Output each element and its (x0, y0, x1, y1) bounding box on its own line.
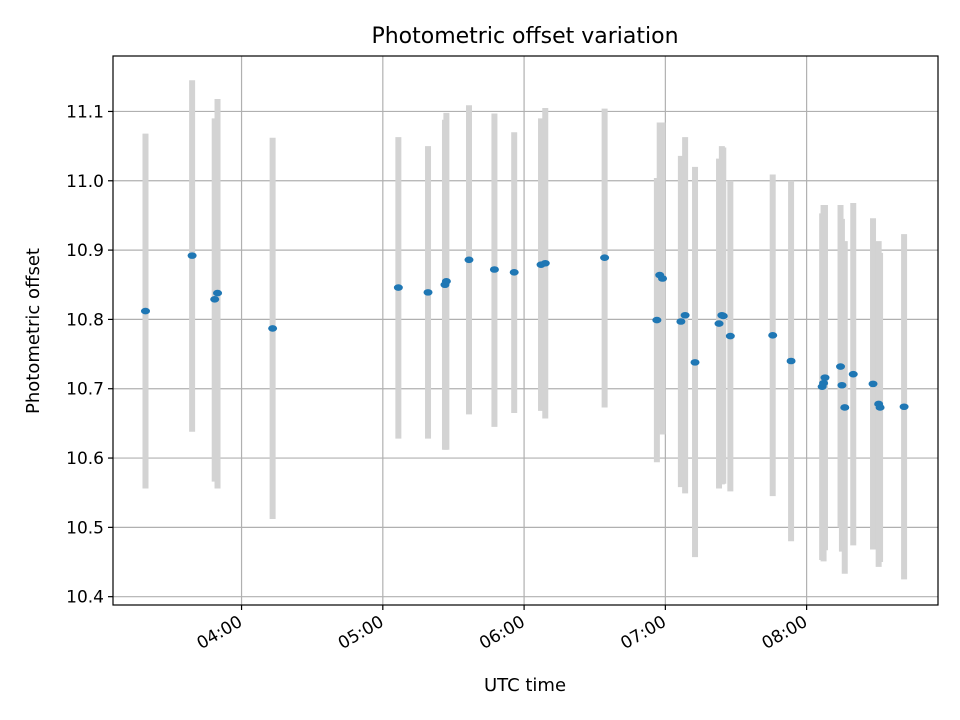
grid-lines (113, 56, 938, 605)
data-point (600, 254, 610, 262)
data-point (848, 370, 858, 378)
data-point (676, 318, 686, 325)
y-tick-label: 11.0 (66, 172, 104, 192)
data-point (725, 332, 735, 340)
data-point (840, 404, 850, 411)
data-point (652, 316, 662, 324)
data-point (714, 320, 724, 327)
data-point (837, 381, 847, 389)
data-point (820, 374, 830, 381)
y-tick-label: 10.7 (66, 380, 104, 400)
y-axis-label: Photometric offset (23, 248, 44, 414)
y-axis-ticks: 10.4 10.5 10.6 10.7 10.8 10.9 11.0 11.1 (66, 102, 113, 608)
y-tick-label: 10.4 (66, 588, 104, 608)
y-tick-label: 10.6 (66, 449, 104, 469)
data-point (868, 380, 878, 388)
data-point (540, 259, 550, 267)
data-point (464, 256, 474, 264)
data-point (899, 403, 909, 411)
data-point (213, 289, 223, 297)
x-axis-label: UTC time (484, 675, 566, 696)
data-point (680, 311, 690, 319)
data-point (836, 363, 846, 370)
data-point (690, 359, 700, 366)
data-point (423, 289, 433, 296)
data-point (768, 332, 778, 339)
data-point (509, 268, 519, 276)
data-point (140, 307, 150, 315)
y-tick-label: 10.5 (66, 518, 104, 538)
plot-frame (112, 55, 939, 606)
y-tick-label: 10.9 (66, 241, 104, 261)
chart-title: Photometric offset variation (371, 24, 678, 49)
data-points (140, 252, 909, 411)
data-point (268, 325, 278, 332)
y-tick-label: 10.8 (66, 310, 104, 330)
data-point (489, 266, 499, 273)
data-point (187, 252, 197, 259)
data-point (875, 404, 885, 411)
data-point (658, 275, 668, 282)
data-point (393, 284, 403, 291)
data-point (786, 357, 796, 365)
data-point (441, 277, 451, 285)
y-tick-label: 11.1 (66, 102, 104, 122)
data-point (210, 296, 220, 303)
data-point (819, 379, 829, 387)
data-point (718, 312, 728, 320)
